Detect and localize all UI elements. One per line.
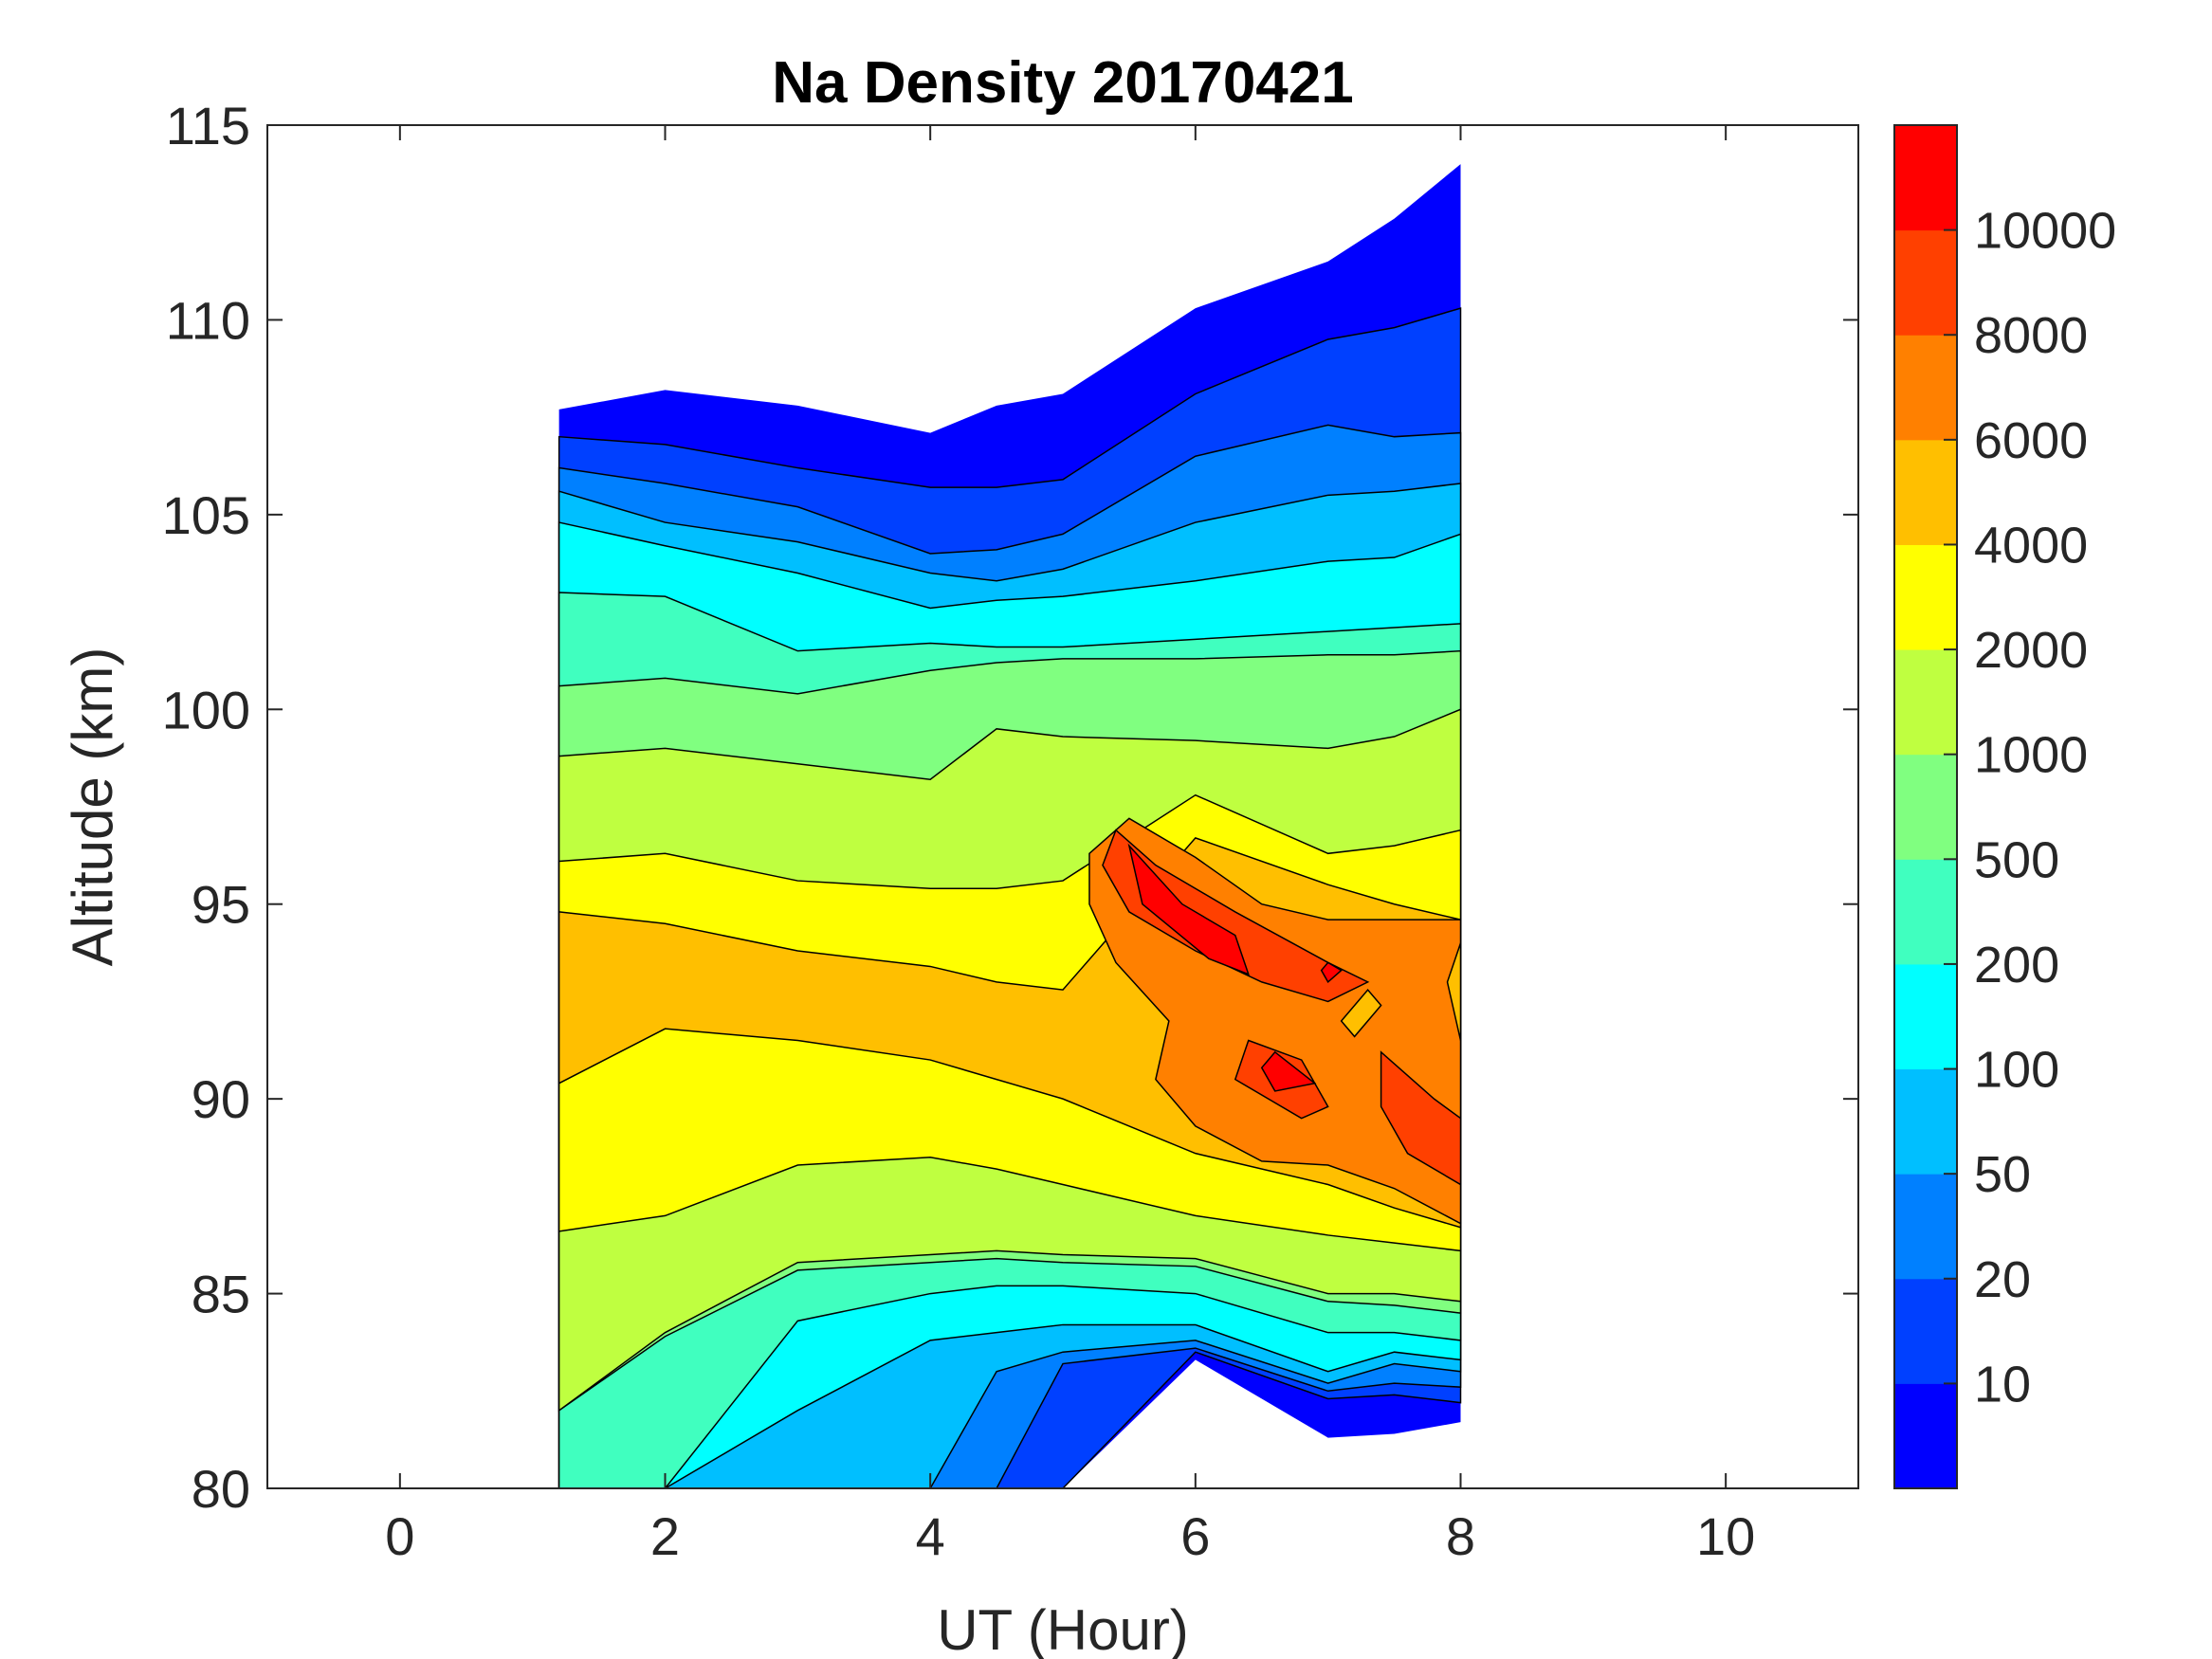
y-tick-label: 80	[192, 1459, 250, 1519]
colorbar-swatch-50	[1894, 1068, 1957, 1175]
y-axis-label: Altitude (km)	[61, 647, 124, 967]
colorbar-tick-label: 100	[1974, 1042, 2059, 1099]
x-tick-label: 2	[650, 1506, 680, 1566]
colorbar-swatch-6000	[1894, 335, 1957, 441]
colorbar-tick-label: 2000	[1974, 622, 2088, 679]
y-tick-label: 105	[162, 485, 250, 545]
colorbar-tick-label: 1000	[1974, 727, 2088, 784]
contour-region-8000	[1380, 1050, 1462, 1186]
y-tick-label: 90	[192, 1069, 250, 1129]
x-tick-label: 0	[385, 1506, 414, 1566]
y-tick-label: 115	[166, 96, 250, 155]
colorbar-swatch-10	[1894, 1278, 1957, 1384]
contour-region-4000	[1446, 942, 1462, 1041]
axes-box	[266, 124, 1859, 1489]
colorbar-tick-label: 4000	[1974, 517, 2088, 574]
contour-region-10000	[1320, 961, 1343, 984]
colorbar-tick-label: 20	[1974, 1251, 2031, 1308]
contour-region-10000	[1260, 1050, 1317, 1092]
colorbar-tick-label: 8000	[1974, 307, 2088, 364]
colorbar: 10 20 50 100 200 500 1000 2000 4000 6000 8000 10000	[1893, 124, 2116, 1489]
colorbar-swatch-8000	[1894, 229, 1957, 336]
colorbar-tick-label: 500	[1974, 831, 2059, 888]
colorbar-swatch-500	[1894, 754, 1957, 860]
x-tick-label: 10	[1696, 1506, 1755, 1566]
contour-region-10000	[1127, 843, 1250, 975]
x-axis-label: UT (Hour)	[937, 1598, 1189, 1659]
colorbar-swatch-100	[1894, 963, 1957, 1070]
colorbar-swatch-200	[1894, 859, 1957, 965]
contour-region-4000	[1340, 988, 1382, 1038]
y-tick-label: 95	[192, 875, 250, 935]
y-tick-label: 85	[192, 1265, 250, 1324]
colorbar-tick-label: 10000	[1974, 203, 2116, 260]
x-tick-label: 8	[1446, 1506, 1475, 1566]
colorbar-tick-label: 10	[1974, 1356, 2031, 1413]
colorbar-frame	[1893, 124, 1958, 1489]
colorbar-tick-label: 200	[1974, 937, 2059, 994]
x-tick-label: 4	[916, 1506, 945, 1566]
axis-ticks: 0 2 4 6 8 10 80 85 90 95 100 105 110 115	[162, 96, 1858, 1566]
chart-title: Na Density 20170421	[772, 50, 1354, 116]
colorbar-tick-label: 6000	[1974, 412, 2088, 469]
colorbar-tick-label: 50	[1974, 1146, 2031, 1203]
colorbar-swatch-10000	[1894, 125, 1957, 231]
colorbar-swatch-20	[1894, 1174, 1957, 1280]
contour-plot-area	[558, 164, 1462, 1489]
colorbar-swatch-4000	[1894, 439, 1957, 545]
y-tick-label: 110	[166, 290, 250, 350]
x-tick-label: 6	[1180, 1506, 1210, 1566]
y-tick-label: 100	[162, 680, 250, 739]
colorbar-swatch-1000	[1894, 649, 1957, 756]
colorbar-swatch-0	[1894, 1383, 1957, 1489]
contour-region-8000	[1102, 829, 1370, 1003]
colorbar-swatch-2000	[1894, 544, 1957, 650]
